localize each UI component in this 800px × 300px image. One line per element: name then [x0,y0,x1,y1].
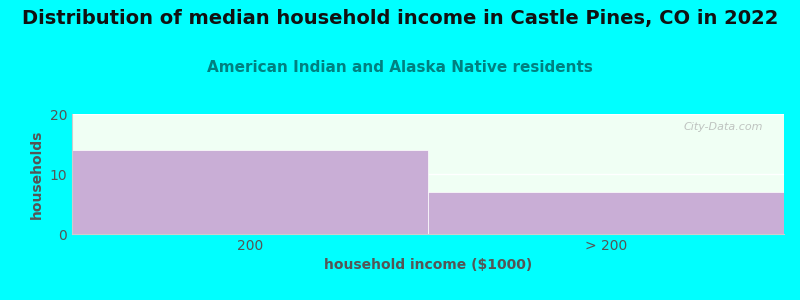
X-axis label: household income ($1000): household income ($1000) [324,258,532,272]
Text: American Indian and Alaska Native residents: American Indian and Alaska Native reside… [207,60,593,75]
Bar [72,150,428,234]
Text: Distribution of median household income in Castle Pines, CO in 2022: Distribution of median household income … [22,9,778,28]
Y-axis label: households: households [30,129,44,219]
Text: City-Data.com: City-Data.com [683,122,762,132]
Bar [428,192,784,234]
